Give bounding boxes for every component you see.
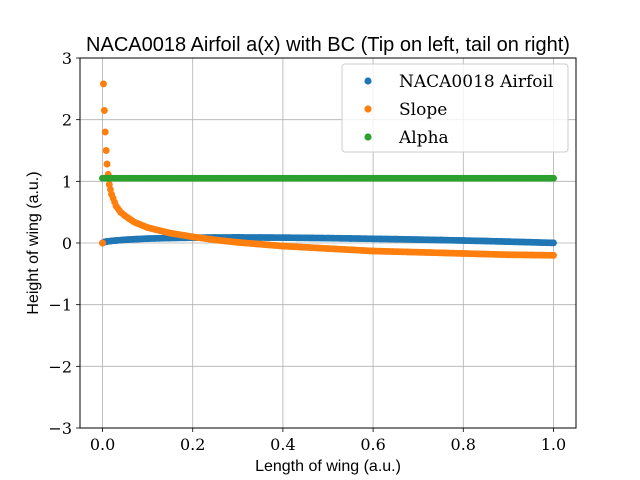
data-point xyxy=(117,208,124,216)
data-point xyxy=(144,224,152,231)
data-point xyxy=(256,234,264,241)
data-point xyxy=(369,174,377,182)
data-point xyxy=(459,237,467,244)
x-axis-label: Length of wing (a.u.) xyxy=(255,458,401,475)
y-tick-label: 0 xyxy=(62,234,72,253)
data-point xyxy=(279,242,287,250)
y-tick-label: −1 xyxy=(48,296,72,315)
data-point xyxy=(482,237,490,245)
series-slope xyxy=(99,80,557,259)
data-point xyxy=(369,247,377,255)
x-tick-label: 1.0 xyxy=(541,435,566,454)
legend-marker xyxy=(364,77,372,85)
data-point xyxy=(101,128,109,136)
data-point xyxy=(102,147,110,154)
data-point xyxy=(550,239,557,247)
x-tick-label: 0.4 xyxy=(270,435,295,454)
data-point xyxy=(234,174,242,182)
data-point xyxy=(100,107,108,114)
data-point xyxy=(132,235,140,243)
data-point xyxy=(302,234,309,242)
data-point xyxy=(108,174,115,182)
x-tick-label: 0.2 xyxy=(180,435,205,454)
data-point xyxy=(324,234,332,242)
data-point xyxy=(189,233,197,241)
y-tick-label: −3 xyxy=(48,419,72,438)
y-tick-label: 3 xyxy=(62,49,72,68)
data-point xyxy=(121,212,129,220)
data-point xyxy=(211,236,219,244)
data-point xyxy=(527,238,535,246)
data-point xyxy=(130,218,138,226)
legend-label: Slope xyxy=(399,100,447,120)
data-point xyxy=(369,235,377,243)
x-tick-label: 0.6 xyxy=(360,435,385,454)
data-point xyxy=(100,80,107,88)
data-point xyxy=(112,202,120,210)
data-point xyxy=(414,174,422,182)
data-point xyxy=(459,174,467,182)
legend: NACA0018 Airfoil Slope Alpha xyxy=(341,63,569,153)
plot-area xyxy=(99,80,557,259)
data-point xyxy=(121,174,129,182)
legend-marker xyxy=(364,105,372,113)
data-point xyxy=(347,235,354,242)
chart-title: NACA0018 Airfoil a(x) with BC (Tip on le… xyxy=(86,34,570,56)
data-point xyxy=(279,174,287,182)
legend-marker xyxy=(364,133,372,141)
data-point xyxy=(459,250,467,257)
data-point xyxy=(121,236,129,244)
data-point xyxy=(112,237,120,244)
data-point xyxy=(189,174,197,182)
data-point xyxy=(414,236,422,244)
legend-box xyxy=(341,63,569,153)
data-point xyxy=(99,239,106,247)
data-point xyxy=(103,160,111,168)
series-alpha xyxy=(99,174,557,182)
legend-label: Alpha xyxy=(398,128,449,148)
data-point xyxy=(437,236,445,244)
data-point xyxy=(108,190,115,198)
data-point xyxy=(392,235,400,243)
data-point xyxy=(414,248,422,256)
y-tick-label: 1 xyxy=(62,172,72,191)
data-point xyxy=(279,234,287,242)
x-tick-label: 0.0 xyxy=(90,435,115,454)
y-axis-label: Height of wing (a.u.) xyxy=(25,171,42,314)
y-tick-label: −2 xyxy=(48,357,72,376)
data-point xyxy=(504,238,512,246)
data-point xyxy=(234,238,242,246)
data-point xyxy=(105,181,113,188)
data-point xyxy=(324,174,332,182)
data-point xyxy=(324,245,332,252)
data-point xyxy=(504,251,512,259)
data-point xyxy=(504,174,512,182)
x-tick-label: 0.8 xyxy=(451,435,476,454)
data-point xyxy=(144,235,152,243)
y-tick-label: 2 xyxy=(62,111,72,130)
data-point xyxy=(144,174,152,182)
data-point xyxy=(166,229,174,237)
legend-label: NACA0018 Airfoil xyxy=(399,72,553,92)
axis-ticks: 0.0 0.2 0.4 0.6 0.8 1.0 −3 −2 −1 0 1 2 3 xyxy=(48,49,566,454)
data-point xyxy=(550,174,557,182)
data-point xyxy=(550,251,557,259)
